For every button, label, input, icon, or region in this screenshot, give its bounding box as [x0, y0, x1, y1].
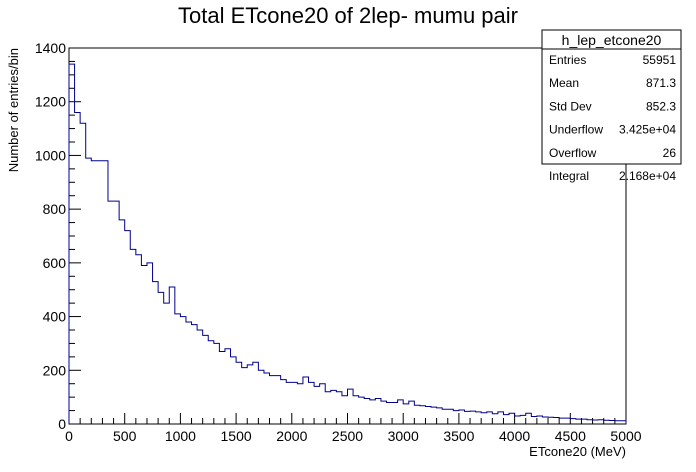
y-tick-label: 1000 — [35, 147, 66, 163]
y-axis: 0 200 400 600 800 1000 1200 1400 — [35, 40, 81, 432]
y-tick-label: 600 — [43, 255, 67, 271]
stats-value-std-dev: 852.3 — [646, 99, 676, 113]
x-axis-label: ETcone20 (MeV) — [529, 444, 626, 459]
y-tick-label: 400 — [43, 309, 67, 325]
x-tick-label: 2000 — [276, 428, 307, 444]
y-tick-label: 1200 — [35, 94, 66, 110]
stats-value-underflow: 3.425e+04 — [619, 123, 676, 137]
stats-label-integral: Integral — [549, 169, 589, 183]
stats-value-mean: 871.3 — [646, 76, 676, 90]
x-tick-label: 0 — [65, 428, 73, 444]
x-tick-label: 5000 — [610, 428, 641, 444]
x-tick-label: 2500 — [332, 428, 363, 444]
x-tick-label: 500 — [113, 428, 137, 444]
stats-value-overflow: 26 — [663, 146, 677, 160]
histogram-line — [68, 63, 627, 424]
x-tick-label: 4000 — [499, 428, 530, 444]
x-tick-label: 3000 — [388, 428, 419, 444]
x-axis: 0 500 1000 1500 2000 2500 3000 3500 4000 4500 5000 — [65, 413, 642, 444]
x-tick-label: 1000 — [165, 428, 196, 444]
stats-label-entries: Entries — [549, 53, 586, 67]
y-tick-label: 200 — [43, 362, 67, 378]
y-axis-label: Number of entries/bin — [6, 48, 21, 172]
stats-box-title: h_lep_etcone20 — [562, 32, 662, 48]
x-tick-label: 3500 — [443, 428, 474, 444]
x-tick-label: 4500 — [555, 428, 586, 444]
stats-label-std-dev: Std Dev — [549, 99, 592, 113]
y-tick-label: 800 — [43, 201, 67, 217]
x-tick-label: 1500 — [221, 428, 252, 444]
stats-label-overflow: Overflow — [549, 146, 597, 160]
stats-value-entries: 55951 — [643, 53, 677, 67]
y-tick-label: 1400 — [35, 40, 66, 56]
y-tick-label: 0 — [58, 416, 66, 432]
stats-box: h_lep_etcone20 Entries 55951 Mean 871.3 Std … — [541, 29, 682, 183]
chart-title: Total ETcone20 of 2lep- mumu pair — [178, 3, 518, 28]
stats-value-integral: 2.168e+04 — [619, 169, 676, 183]
stats-label-underflow: Underflow — [549, 123, 603, 137]
stats-label-mean: Mean — [549, 76, 579, 90]
